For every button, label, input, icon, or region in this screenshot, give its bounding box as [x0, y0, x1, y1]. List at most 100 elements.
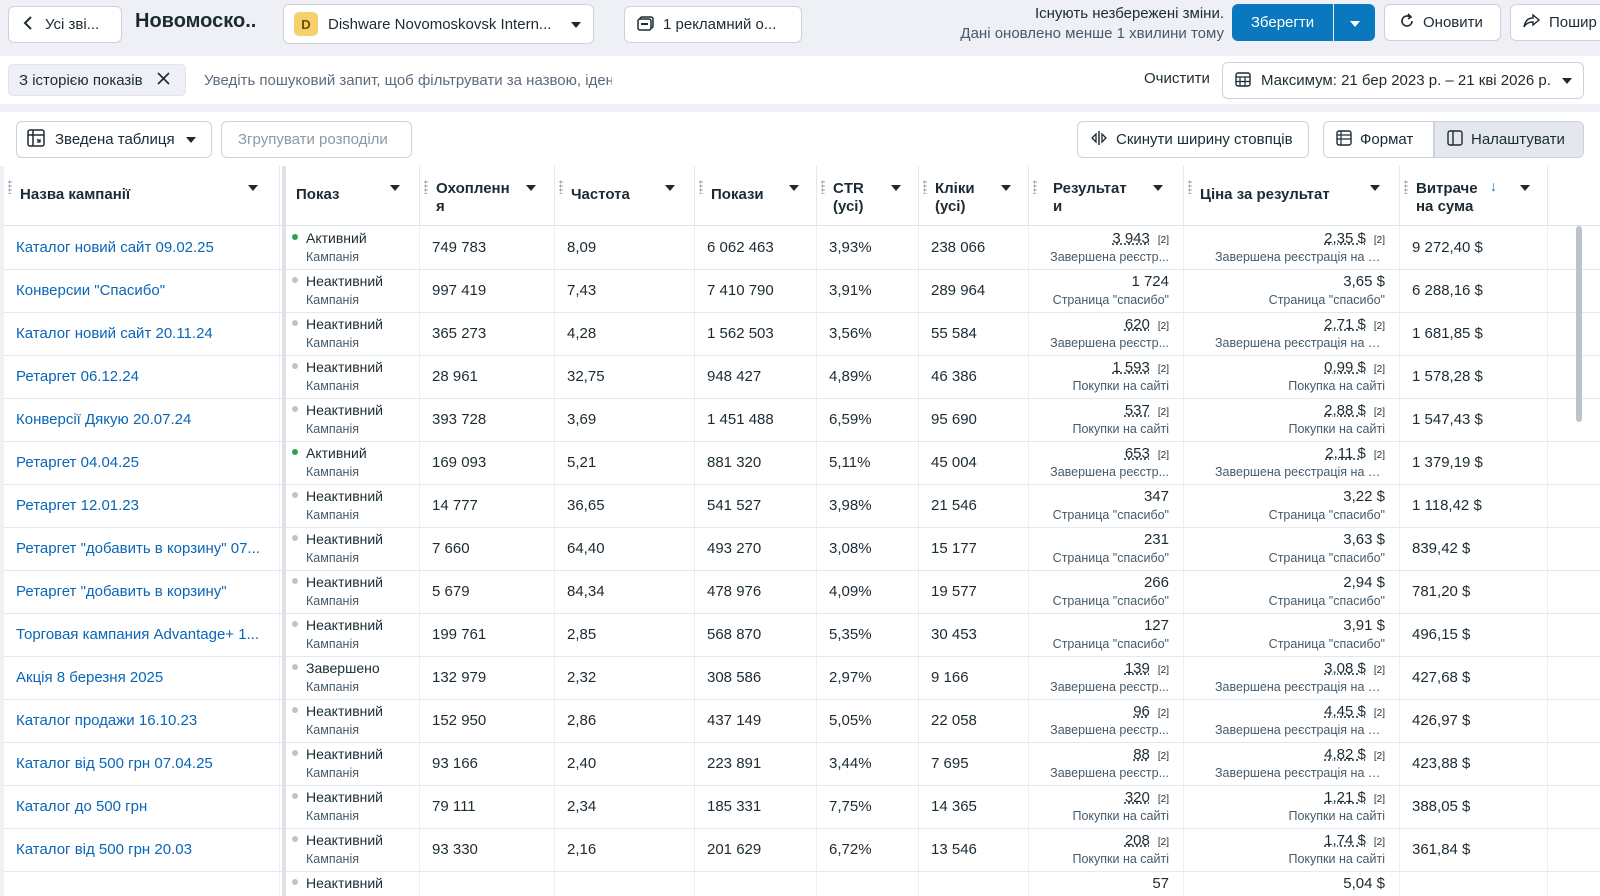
clear-filters-button[interactable]: Очистити — [1144, 70, 1210, 87]
campaign-name-link[interactable]: Каталог від 500 грн 07.04.25 — [16, 755, 213, 772]
table-row[interactable]: Ретаргет 06.12.24 Неактивний Кампанія 28 96… — [4, 355, 1600, 399]
table-row[interactable]: Торговая кампания Advantage+ 1... Неактив… — [4, 613, 1600, 657]
campaign-name-link[interactable]: Каталог до 500 грн — [16, 798, 148, 815]
result-value[interactable]: 320 [2] — [1124, 789, 1169, 806]
result-value[interactable]: 1 593 [2] — [1112, 359, 1169, 376]
column-header-reach[interactable]: Охопленн я — [420, 166, 555, 226]
table-row[interactable]: Неактивний 57 5,04 $ — [4, 871, 1600, 896]
result-value[interactable]: 537 [2] — [1124, 402, 1169, 419]
caret-down-icon[interactable] — [1512, 176, 1538, 200]
cpr-value[interactable]: 3,08 $ [2] — [1324, 660, 1385, 677]
result-value[interactable]: 3 943 [2] — [1112, 230, 1169, 247]
column-header-results[interactable]: Результат и — [1029, 166, 1184, 226]
campaign-name-link[interactable]: Конверсии "Спасибо" — [16, 282, 166, 299]
cpr-value[interactable]: 1,74 $ [2] — [1324, 832, 1385, 849]
search-input[interactable] — [204, 68, 612, 92]
table-row[interactable]: Ретаргет 04.04.25 Активний Кампанія 169 093… — [4, 441, 1600, 485]
reset-column-width-button[interactable]: Скинути ширину стовпців — [1077, 121, 1309, 158]
result-value[interactable]: 96 [2] — [1133, 703, 1169, 720]
caret-down-icon[interactable] — [240, 176, 266, 200]
campaign-name-link[interactable]: Ретаргет "добавить в корзину" 07... — [16, 540, 260, 557]
campaign-name-link[interactable]: Торговая кампания Advantage+ 1... — [16, 626, 260, 643]
result-value[interactable]: 620 [2] — [1124, 316, 1169, 333]
drag-handle-icon[interactable] — [1404, 180, 1408, 194]
drag-handle-icon[interactable] — [821, 180, 825, 194]
spend-value: 496,15 $ — [1412, 626, 1471, 643]
column-header-spend[interactable]: Витраче на сума ↓ — [1400, 166, 1548, 226]
sort-descending-icon[interactable]: ↓ — [1490, 178, 1497, 194]
drag-handle-icon[interactable] — [699, 180, 703, 194]
cpr-value[interactable]: 4,45 $ [2] — [1324, 703, 1385, 720]
filter-chip[interactable]: З історією показів — [8, 64, 186, 96]
table-row[interactable]: Каталог від 500 грн 07.04.25 Неактивний Ка… — [4, 742, 1600, 786]
drag-handle-icon[interactable] — [923, 180, 927, 194]
cpr-value[interactable]: 2,71 $ [2] — [1324, 316, 1385, 333]
campaign-name-link[interactable]: Ретаргет 06.12.24 — [16, 368, 139, 385]
caret-down-icon[interactable] — [883, 176, 909, 200]
column-header-frequency[interactable]: Частота — [555, 166, 695, 226]
cpr-value[interactable]: 2,88 $ [2] — [1324, 402, 1385, 419]
column-header-name[interactable]: Назва кампанії — [4, 166, 280, 226]
save-options-button[interactable] — [1334, 4, 1375, 41]
table-row[interactable]: Каталог новий сайт 20.11.24 Неактивний Кам… — [4, 312, 1600, 356]
column-header-clicks[interactable]: Кліки (усі) — [919, 166, 1029, 226]
table-row[interactable]: Каталог до 500 грн Неактивний Кампанія 79 1… — [4, 785, 1600, 829]
drag-handle-icon[interactable] — [8, 180, 12, 194]
cpr-value[interactable]: 1,21 $ [2] — [1324, 789, 1385, 806]
table-row[interactable]: Конверсии "Спасибо" Неактивний Кампанія 997… — [4, 269, 1600, 313]
table-row[interactable]: Каталог від 500 грн 20.03 Неактивний Кампа… — [4, 828, 1600, 872]
group-breakdowns-button[interactable]: Згрупувати розподіли — [221, 121, 412, 158]
result-value[interactable]: 88 [2] — [1133, 746, 1169, 763]
date-range-picker[interactable]: Максимум: 21 бер 2023 р. – 21 кві 2026 р… — [1222, 62, 1584, 99]
cpr-value[interactable]: 4,82 $ [2] — [1324, 746, 1385, 763]
ads-selection-button[interactable]: 1 рекламний о... — [624, 6, 802, 43]
table-row[interactable]: Каталог новий сайт 09.02.25 Активний Кампа… — [4, 226, 1600, 270]
campaign-name-link[interactable]: Каталог від 500 грн 20.03 — [16, 841, 192, 858]
result-value[interactable]: 208 [2] — [1124, 832, 1169, 849]
table-row[interactable]: Ретаргет "добавить в корзину" 07... Неакт… — [4, 527, 1600, 571]
column-header-delivery[interactable]: Показ — [280, 166, 420, 226]
refresh-button[interactable]: Оновити — [1384, 4, 1501, 41]
drag-handle-icon[interactable] — [1033, 180, 1037, 194]
campaign-name-link[interactable]: Конверсії Дякую 20.07.24 — [16, 411, 192, 428]
campaign-name-link[interactable]: Ретаргет 04.04.25 — [16, 454, 139, 471]
drag-handle-icon[interactable] — [1188, 180, 1192, 194]
caret-down-icon[interactable] — [1145, 176, 1171, 200]
caret-down-icon[interactable] — [657, 176, 683, 200]
table-row[interactable]: Ретаргет "добавить в корзину" Неактивний К… — [4, 570, 1600, 614]
caret-down-icon[interactable] — [518, 176, 544, 200]
campaign-name-link[interactable]: Каталог продажи 16.10.23 — [16, 712, 198, 729]
table-row[interactable]: Акція 8 березня 2025 Завершено Кампанія 132… — [4, 656, 1600, 700]
column-header-ctr[interactable]: CTR (усі) — [817, 166, 919, 226]
result-value[interactable]: 653 [2] — [1124, 445, 1169, 462]
column-header-cost-per-result[interactable]: Ціна за результат — [1184, 166, 1400, 226]
cpr-value[interactable]: 0,99 $ [2] — [1324, 359, 1385, 376]
drag-handle-icon[interactable] — [424, 180, 428, 194]
column-header-impressions[interactable]: Покази — [695, 166, 817, 226]
cpr-value[interactable]: 2,35 $ [2] — [1324, 230, 1385, 247]
campaign-name-link[interactable]: Ретаргет 12.01.23 — [16, 497, 139, 514]
caret-down-icon[interactable] — [993, 176, 1019, 200]
pivot-table-button[interactable]: Зведена таблиця — [16, 121, 212, 158]
result-value[interactable]: 139 [2] — [1124, 660, 1169, 677]
caret-down-icon[interactable] — [382, 176, 408, 200]
back-button[interactable]: Усі зві... — [8, 6, 122, 43]
table-scrollbar[interactable] — [1576, 226, 1582, 422]
account-selector[interactable]: D Dishware Novomoskovsk Intern... — [283, 4, 594, 44]
campaign-name-link[interactable]: Ретаргет "добавить в корзину" — [16, 583, 227, 600]
campaign-name-link[interactable]: Акція 8 березня 2025 — [16, 669, 164, 686]
configure-button[interactable]: Налаштувати — [1434, 121, 1584, 158]
table-row[interactable]: Ретаргет 12.01.23 Неактивний Кампанія 14 77… — [4, 484, 1600, 528]
table-row[interactable]: Каталог продажи 16.10.23 Неактивний Кампан… — [4, 699, 1600, 743]
caret-down-icon[interactable] — [1362, 176, 1388, 200]
campaign-name-link[interactable]: Каталог новий сайт 09.02.25 — [16, 239, 214, 256]
caret-down-icon[interactable] — [781, 176, 807, 200]
close-icon[interactable] — [156, 71, 170, 89]
drag-handle-icon[interactable] — [559, 180, 563, 194]
campaign-name-link[interactable]: Каталог новий сайт 20.11.24 — [16, 325, 213, 342]
table-row[interactable]: Конверсії Дякую 20.07.24 Неактивний Кампан… — [4, 398, 1600, 442]
cpr-value[interactable]: 2,11 $ [2] — [1325, 445, 1385, 462]
share-button[interactable]: Пошир — [1510, 4, 1600, 41]
save-button[interactable]: Зберегти — [1232, 4, 1333, 41]
format-button[interactable]: Формат — [1323, 121, 1434, 158]
